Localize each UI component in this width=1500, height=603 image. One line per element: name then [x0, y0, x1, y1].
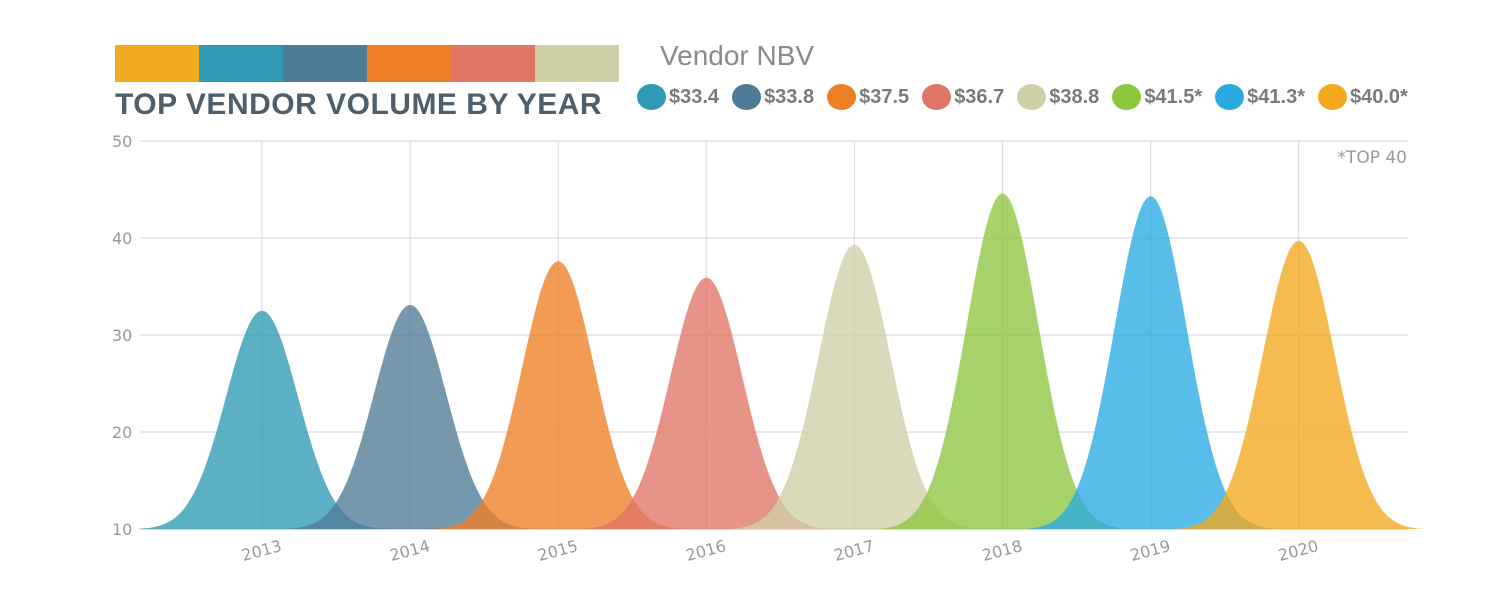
y-tick-label: 20	[112, 423, 132, 442]
data-area-2016	[581, 277, 832, 529]
data-area-2014	[285, 305, 536, 529]
annotation-top40: *TOP 40	[1337, 148, 1407, 168]
legend-item: $40.0*	[1318, 84, 1408, 110]
legend-item: $36.7	[922, 84, 1004, 110]
x-tick-label: 2015	[536, 536, 580, 565]
color-swatch	[367, 45, 451, 82]
x-tick-label: 2016	[684, 536, 728, 565]
legend-dot	[922, 84, 952, 110]
legend-label: $33.4	[669, 85, 720, 108]
color-swatch	[115, 45, 199, 82]
y-tick-label: 40	[112, 229, 132, 248]
data-area-2013	[137, 310, 387, 529]
legend-dot	[732, 84, 762, 110]
x-tick-label: 2019	[1128, 536, 1172, 565]
legend-title: Vendor NBV	[660, 40, 815, 71]
data-area-2015	[433, 261, 684, 529]
legend-label: $38.8	[1049, 85, 1100, 108]
chart-title: TOP VENDOR VOLUME BY YEAR	[115, 88, 603, 121]
y-tick-label: 30	[112, 326, 132, 345]
legend-dot	[1017, 84, 1047, 110]
color-swatch	[283, 45, 367, 82]
x-tick-label: 2013	[239, 536, 283, 565]
y-tick-label: 50	[112, 132, 132, 151]
legend-item: $33.8	[732, 84, 814, 110]
legend-dot	[827, 84, 857, 110]
data-area-2020	[1173, 241, 1424, 529]
legend-item: $33.4	[637, 84, 719, 110]
data-area-2018	[877, 193, 1128, 529]
legend-label: $41.3*	[1247, 85, 1305, 108]
data-area-2019	[1025, 196, 1276, 529]
color-bar	[115, 45, 619, 82]
legend-label: $40.0*	[1350, 85, 1408, 108]
color-swatch	[199, 45, 283, 82]
legend-item: $41.5*	[1112, 84, 1202, 110]
x-tick-label: 2020	[1276, 536, 1320, 565]
legend-item: $37.5	[827, 84, 909, 110]
legend: $33.4 $33.8 $37.5 $36.7 $38.8 $41.5* $41…	[637, 84, 1408, 110]
y-tick-label: 10	[112, 520, 132, 539]
legend-label: $37.5	[859, 85, 910, 108]
legend-item: $41.3*	[1215, 84, 1305, 110]
legend-dot	[1318, 84, 1347, 110]
legend-dot	[1215, 84, 1245, 110]
x-tick-label: 2014	[388, 536, 432, 565]
legend-label: $36.7	[954, 85, 1005, 108]
legend-label: $33.8	[764, 85, 815, 108]
legend-dot	[637, 84, 666, 110]
data-area-2017	[729, 244, 980, 529]
legend-label: $41.5*	[1144, 85, 1203, 108]
x-tick-label: 2017	[832, 536, 876, 565]
legend-item: $38.8	[1017, 84, 1099, 110]
legend-dot	[1112, 84, 1142, 110]
color-swatch	[535, 45, 619, 82]
x-tick-label: 2018	[980, 536, 1024, 565]
color-swatch	[451, 45, 535, 82]
